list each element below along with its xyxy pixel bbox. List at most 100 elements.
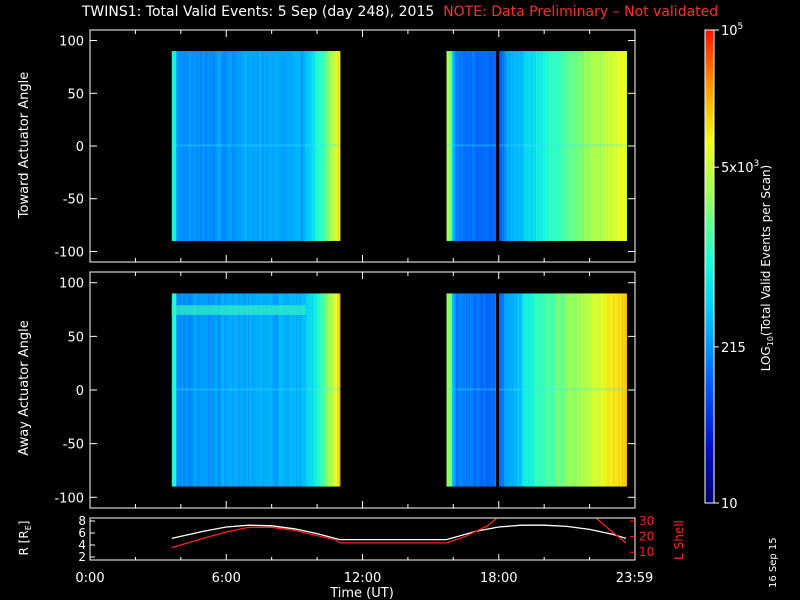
heatmap-stripe	[254, 51, 256, 241]
heatmap-stripe	[203, 51, 206, 241]
heatmap-stripe	[189, 51, 192, 241]
ytick-label: 50	[67, 87, 84, 102]
heatmap-stripe	[510, 293, 512, 487]
heatmap-stripe	[301, 51, 304, 241]
ytick-label: -50	[63, 438, 84, 453]
heatmap-stripe	[208, 293, 211, 487]
heatmap-stripe	[531, 51, 533, 241]
heatmap-stripe	[337, 293, 340, 487]
heatmap-stripe	[505, 293, 508, 487]
heatmap-stripe	[546, 51, 548, 241]
heatmap-stripe	[460, 293, 462, 487]
heatmap-stripe	[583, 293, 586, 487]
heatmap-stripe	[474, 293, 477, 487]
heatmap-stripe	[485, 51, 488, 241]
heatmap-stripe	[229, 293, 232, 487]
heatmap-stripe	[514, 51, 517, 241]
heatmap-stripe	[259, 51, 262, 241]
heatmap-stripe	[615, 293, 617, 487]
heatmap-stripe	[203, 293, 206, 487]
heatmap-stripe	[298, 293, 300, 487]
heatmap-stripe	[284, 293, 286, 487]
heatmap-stripe	[217, 293, 219, 487]
heatmap-stripe	[199, 51, 201, 241]
heatmap-stripe	[338, 51, 341, 241]
heatmap-stripe	[328, 51, 331, 241]
heatmap-stripe	[308, 293, 310, 487]
heatmap-stripe	[190, 51, 193, 241]
heatmap-stripe	[316, 51, 318, 241]
heatmap-stripe	[268, 51, 271, 241]
heatmap-stripe	[475, 293, 478, 487]
heatmap-stripe	[240, 293, 243, 487]
heatmap-stripe	[579, 293, 581, 487]
heatmap-stripe	[271, 51, 274, 241]
heatmap-stripe	[253, 51, 256, 241]
heatmap-stripe	[306, 51, 308, 241]
heatmap-stripe	[491, 51, 494, 241]
heatmap-stripe	[189, 51, 191, 241]
heatmap-stripe	[463, 293, 466, 487]
rlabel-sub: E	[24, 525, 33, 530]
heatmap-stripe	[489, 51, 491, 241]
heatmap-stripe	[328, 293, 331, 487]
heatmap-stripe	[535, 51, 538, 241]
heatmap-stripe	[457, 293, 459, 487]
heatmap-stripe	[287, 51, 289, 241]
heatmap-stripe	[290, 51, 293, 241]
heatmap-stripe	[527, 51, 529, 241]
heatmap-stripe	[625, 51, 627, 241]
heatmap-stripe	[191, 51, 194, 241]
heatmap-stripe	[474, 51, 477, 241]
heatmap-stripe	[592, 293, 595, 487]
heatmap-stripe	[597, 293, 599, 487]
heatmap-stripe	[537, 51, 539, 241]
heatmap-stripe	[491, 293, 494, 487]
heatmap-stripe	[531, 293, 533, 487]
heatmap-stripe	[567, 293, 569, 487]
heatmap-stripe	[238, 293, 241, 487]
heatmap-stripe	[588, 293, 590, 487]
heatmap-stripe	[324, 293, 326, 487]
colorbar	[704, 29, 715, 504]
rtick-label: 2	[78, 550, 86, 564]
heatmap-stripe	[571, 51, 574, 241]
heatmap-stripe	[455, 293, 458, 487]
heatmap-stripe	[501, 51, 504, 241]
heatmap-stripe	[562, 293, 565, 487]
heatmap-stripe	[623, 293, 626, 487]
heatmap-stripe	[529, 293, 531, 487]
heatmap-stripe	[545, 51, 548, 241]
heatmap-stripe	[515, 51, 518, 241]
heatmap-stripe	[327, 293, 330, 487]
heatmap-stripe	[320, 293, 323, 487]
heatmap-stripe	[285, 51, 287, 241]
heatmap-stripe	[258, 51, 261, 241]
heatmap-stripe	[229, 51, 232, 241]
heatmap-stripe	[325, 51, 327, 241]
heatmap-stripe	[488, 51, 490, 241]
heatmap-stripe	[318, 293, 321, 487]
heatmap-stripe	[242, 51, 245, 241]
heatmap-stripe	[572, 293, 575, 487]
heatmap-stripe	[317, 293, 319, 487]
heatmap-stripe	[171, 293, 174, 487]
heatmap-stripe	[195, 51, 197, 241]
heatmap-stripe	[191, 293, 194, 487]
heatmap-stripe	[189, 293, 191, 487]
heatmap-stripe	[223, 51, 226, 241]
heatmap-stripe	[552, 293, 555, 487]
heatmap-stripe	[619, 51, 621, 241]
heatmap-stripe	[284, 51, 286, 241]
heatmap-stripe	[185, 293, 187, 487]
colorbar-tick-label: 105	[721, 22, 743, 39]
heatmap-stripe	[539, 51, 541, 241]
heatmap-stripe	[209, 293, 212, 487]
heatmap-stripe	[330, 293, 333, 487]
heatmap-stripe	[290, 293, 293, 487]
heatmap-stripe	[589, 51, 591, 241]
heatmap-stripe	[514, 293, 517, 487]
heatmap-stripe	[446, 293, 449, 487]
heatmap-stripe	[458, 51, 460, 241]
heatmap-stripe	[569, 293, 571, 487]
